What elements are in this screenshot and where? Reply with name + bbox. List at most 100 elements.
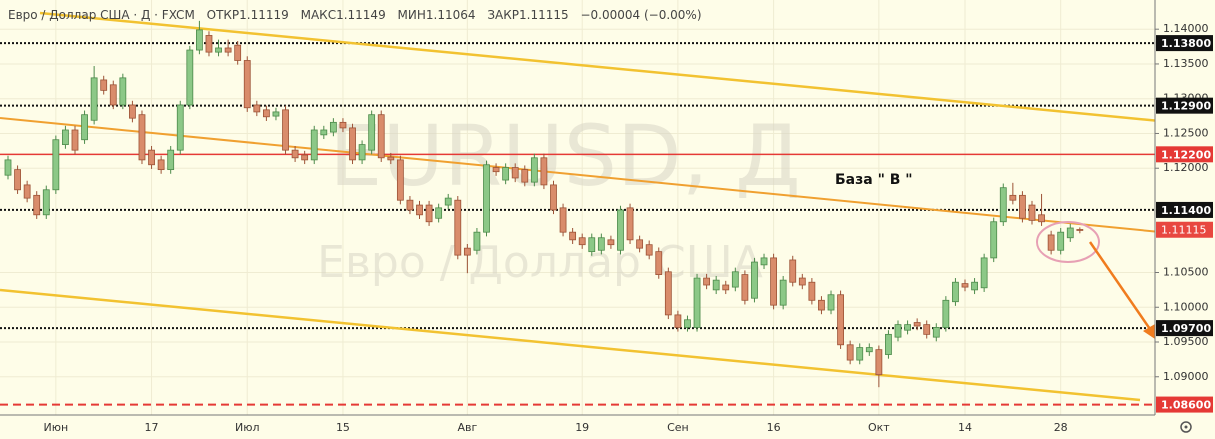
candle-body — [559, 207, 567, 233]
candle-body — [664, 271, 672, 316]
price-level-label: 1.08600 — [1161, 399, 1211, 412]
candle-body — [980, 257, 988, 289]
candle-body — [904, 324, 911, 331]
y-tick-label: 1.10000 — [1163, 300, 1209, 313]
candle-body — [358, 144, 366, 161]
candle-body — [339, 121, 347, 129]
price-level-tag — [1156, 146, 1213, 163]
candle-body — [1057, 231, 1065, 251]
ohlc-label: ОТКР — [206, 8, 240, 22]
candle-body — [406, 199, 414, 211]
ohlc-value: 1.11119 — [239, 8, 289, 22]
candle-body — [827, 294, 835, 311]
y-tick-label: 1.09500 — [1163, 335, 1209, 348]
candle-body — [999, 187, 1007, 223]
candle-body — [569, 231, 577, 241]
candle-body — [961, 283, 969, 288]
candle-body — [607, 239, 615, 246]
candle-body — [1009, 194, 1017, 201]
candle-body — [329, 121, 337, 133]
highlight-ellipse — [1036, 221, 1100, 263]
price-axis — [1155, 0, 1215, 439]
settings-icon[interactable] — [1180, 421, 1192, 433]
x-tick-label: 17 — [145, 421, 159, 434]
y-tick-label: 1.09000 — [1163, 370, 1209, 383]
ohlc-label: МИН — [397, 8, 426, 22]
candle-body — [435, 207, 443, 219]
candle-body — [148, 149, 155, 166]
candle-body — [636, 239, 644, 249]
price-level-label: 1.11400 — [1161, 204, 1211, 217]
candle-body — [818, 299, 825, 311]
candle-body — [741, 274, 749, 301]
header: Евро / Доллар США · Д · FXCM ОТКР1.11119… — [8, 8, 702, 22]
y-tick-label: 1.14000 — [1163, 22, 1209, 35]
change: −0.00004 (−0.00%) — [580, 8, 702, 22]
price-level-label: 1.09700 — [1161, 322, 1211, 335]
candle-body — [167, 149, 175, 171]
candle-body — [521, 169, 529, 183]
candle-body — [368, 114, 376, 151]
candle-body — [320, 129, 328, 136]
ohlc-value: 1.11064 — [425, 8, 476, 22]
candle-body — [588, 237, 596, 253]
candle-body — [282, 109, 289, 151]
candle-body — [483, 164, 490, 233]
last-price-label: 1.11115 — [1161, 224, 1207, 237]
candle-body — [942, 299, 950, 328]
candle-body — [243, 60, 251, 109]
candle-body — [463, 247, 471, 256]
y-tick-label: 1.12500 — [1163, 126, 1209, 139]
candle-body — [1038, 214, 1045, 223]
candle-body — [693, 277, 701, 328]
price-level-tag — [1156, 396, 1213, 413]
trend-line — [0, 117, 1161, 233]
candle-body — [760, 257, 768, 266]
x-tick-label: Июн — [44, 421, 69, 434]
candle-body — [416, 204, 423, 216]
candle-body — [387, 156, 395, 161]
candle-body — [674, 314, 682, 328]
candle-body — [195, 29, 203, 51]
trend-line — [39, 11, 1161, 123]
candle-body — [492, 167, 500, 173]
candle-body — [310, 129, 318, 161]
candle-body — [14, 169, 21, 191]
last-price-tag — [1156, 221, 1213, 238]
candle-body — [425, 204, 433, 223]
candle-body — [885, 333, 892, 355]
candle-body — [253, 104, 261, 113]
candle-body — [655, 251, 663, 275]
candle-body — [502, 167, 510, 181]
y-tick-label: 1.13500 — [1163, 57, 1209, 70]
candle-body — [52, 139, 60, 191]
candle-body — [971, 281, 978, 291]
candle-body — [291, 149, 299, 159]
candle-body — [215, 47, 222, 53]
price-level-label: 1.12200 — [1161, 148, 1211, 161]
candle-body — [779, 279, 787, 306]
candle-body — [597, 237, 605, 251]
x-tick-label: Авг — [457, 421, 477, 434]
candles — [4, 20, 1084, 388]
candle-body — [990, 221, 998, 259]
candle-body — [62, 129, 69, 145]
candle-body — [454, 199, 462, 256]
axes: 1.140001.135001.130001.125001.120001.105… — [44, 22, 1213, 434]
x-tick-label: Окт — [868, 421, 890, 434]
candle-body — [550, 184, 557, 211]
arrow-head — [1143, 324, 1158, 341]
ohlc-label: ЗАКР — [487, 8, 520, 22]
price-level-tag — [1156, 97, 1213, 114]
x-tick-label: Сен — [667, 421, 689, 434]
candle-body — [1028, 204, 1036, 221]
candle-body — [1076, 229, 1084, 231]
candle-body — [1066, 227, 1074, 239]
candle-body — [798, 277, 806, 286]
candle-body — [186, 49, 194, 106]
candle-body — [262, 109, 270, 118]
candle-body — [865, 347, 873, 353]
candle-body — [138, 114, 146, 161]
candle-body — [540, 157, 548, 186]
